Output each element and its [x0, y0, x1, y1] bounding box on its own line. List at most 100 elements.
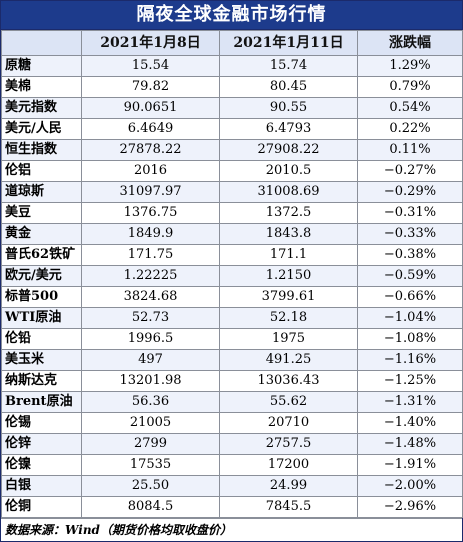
row-value-date-1: 1.22225: [81, 265, 220, 287]
row-name: 伦铝: [1, 160, 82, 182]
row-value-date-2: 2010.5: [219, 160, 358, 182]
header-row: 2021年1月8日 2021年1月11日 涨跌幅: [1, 30, 463, 56]
row-change: −1.25%: [357, 370, 463, 392]
row-value-date-2: 1.2150: [219, 265, 358, 287]
row-value-date-2: 171.1: [219, 244, 358, 266]
row-value-date-2: 15.74: [219, 55, 358, 77]
row-value-date-1: 21005: [81, 412, 220, 434]
row-change: −0.59%: [357, 265, 463, 287]
row-value-date-1: 52.73: [81, 307, 220, 329]
row-name: 美元/人民: [1, 118, 82, 140]
row-name: 原糖: [1, 55, 82, 77]
row-value-date-1: 27878.22: [81, 139, 220, 161]
row-value-date-2: 7845.5: [219, 496, 358, 518]
table-row: 美元/人民 6.4649 6.4793 0.22%: [1, 118, 463, 140]
table-row: 标普500 3824.68 3799.61 −0.66%: [1, 286, 463, 308]
row-value-date-1: 1996.5: [81, 328, 220, 350]
table-row: Brent原油 56.36 55.62 −1.31%: [1, 391, 463, 413]
row-value-date-1: 2016: [81, 160, 220, 182]
row-value-date-1: 25.50: [81, 475, 220, 497]
row-value-date-2: 6.4793: [219, 118, 358, 140]
row-name: Brent原油: [1, 391, 82, 413]
row-change: −1.08%: [357, 328, 463, 350]
row-value-date-2: 2757.5: [219, 433, 358, 455]
row-name: 标普500: [1, 286, 82, 308]
row-change: −0.29%: [357, 181, 463, 203]
row-value-date-1: 15.54: [81, 55, 220, 77]
row-change: 0.22%: [357, 118, 463, 140]
row-value-date-2: 80.45: [219, 76, 358, 98]
table-row: 美玉米 497 491.25 −1.16%: [1, 349, 463, 371]
row-value-date-1: 79.82: [81, 76, 220, 98]
table-row: 纳斯达克 13201.98 13036.43 −1.25%: [1, 370, 463, 392]
row-value-date-1: 497: [81, 349, 220, 371]
row-value-date-2: 90.55: [219, 97, 358, 119]
row-change: −1.48%: [357, 433, 463, 455]
row-value-date-1: 2799: [81, 433, 220, 455]
row-name: 美玉米: [1, 349, 82, 371]
row-value-date-2: 52.18: [219, 307, 358, 329]
header-name: [1, 30, 82, 56]
market-table: 2021年1月8日 2021年1月11日 涨跌幅 原糖 15.54 15.74 1.2…: [1, 30, 463, 518]
table-row: 伦锡 21005 20710 −1.40%: [1, 412, 463, 434]
table-row: 美棉 79.82 80.45 0.79%: [1, 76, 463, 98]
header-date-1: 2021年1月8日: [81, 30, 220, 56]
row-change: −0.27%: [357, 160, 463, 182]
row-name: 美元指数: [1, 97, 82, 119]
row-name: 伦镍: [1, 454, 82, 476]
table-row: 伦镍 17535 17200 −1.91%: [1, 454, 463, 476]
header-date-2: 2021年1月11日: [219, 30, 358, 56]
row-value-date-2: 491.25: [219, 349, 358, 371]
row-value-date-2: 27908.22: [219, 139, 358, 161]
row-value-date-1: 90.0651: [81, 97, 220, 119]
row-value-date-1: 13201.98: [81, 370, 220, 392]
row-name: WTI原油: [1, 307, 82, 329]
row-value-date-2: 1843.8: [219, 223, 358, 245]
table-row: 伦铝 2016 2010.5 −0.27%: [1, 160, 463, 182]
row-name: 欧元/美元: [1, 265, 82, 287]
row-value-date-1: 8084.5: [81, 496, 220, 518]
row-change: −2.00%: [357, 475, 463, 497]
row-change: −1.31%: [357, 391, 463, 413]
table-row: 道琼斯 31097.97 31008.69 −0.29%: [1, 181, 463, 203]
table-row: 美元指数 90.0651 90.55 0.54%: [1, 97, 463, 119]
row-name: 道琼斯: [1, 181, 82, 203]
row-name: 伦铜: [1, 496, 82, 518]
row-value-date-1: 31097.97: [81, 181, 220, 203]
row-change: −0.38%: [357, 244, 463, 266]
row-name: 白银: [1, 475, 82, 497]
row-value-date-1: 1849.9: [81, 223, 220, 245]
row-value-date-2: 1975: [219, 328, 358, 350]
table-row: 黄金 1849.9 1843.8 −0.33%: [1, 223, 463, 245]
row-change: −1.04%: [357, 307, 463, 329]
row-name: 伦锌: [1, 433, 82, 455]
table-row: 欧元/美元 1.22225 1.2150 −0.59%: [1, 265, 463, 287]
row-name: 伦锡: [1, 412, 82, 434]
row-value-date-2: 13036.43: [219, 370, 358, 392]
row-name: 美豆: [1, 202, 82, 224]
table-row: 伦锌 2799 2757.5 −1.48%: [1, 433, 463, 455]
row-value-date-2: 17200: [219, 454, 358, 476]
row-value-date-1: 3824.68: [81, 286, 220, 308]
table-row: 恒生指数 27878.22 27908.22 0.11%: [1, 139, 463, 161]
row-name: 黄金: [1, 223, 82, 245]
row-change: −0.31%: [357, 202, 463, 224]
row-change: −0.66%: [357, 286, 463, 308]
table-row: 白银 25.50 24.99 −2.00%: [1, 475, 463, 497]
table-body: 原糖 15.54 15.74 1.29% 美棉 79.82 80.45 0.79% 美元指数 90…: [1, 55, 463, 518]
row-value-date-2: 55.62: [219, 391, 358, 413]
row-value-date-2: 24.99: [219, 475, 358, 497]
row-change: −1.16%: [357, 349, 463, 371]
table-row: WTI原油 52.73 52.18 −1.04%: [1, 307, 463, 329]
row-value-date-1: 1376.75: [81, 202, 220, 224]
row-value-date-1: 171.75: [81, 244, 220, 266]
table-title: 隔夜全球金融市场行情: [1, 1, 462, 30]
row-change: 0.11%: [357, 139, 463, 161]
row-name: 纳斯达克: [1, 370, 82, 392]
footnote: 数据来源：Wind（期货价格均取收盘价）: [1, 518, 462, 541]
row-value-date-2: 20710: [219, 412, 358, 434]
row-change: −1.40%: [357, 412, 463, 434]
row-name: 伦铅: [1, 328, 82, 350]
row-name: 普氏62铁矿: [1, 244, 82, 266]
